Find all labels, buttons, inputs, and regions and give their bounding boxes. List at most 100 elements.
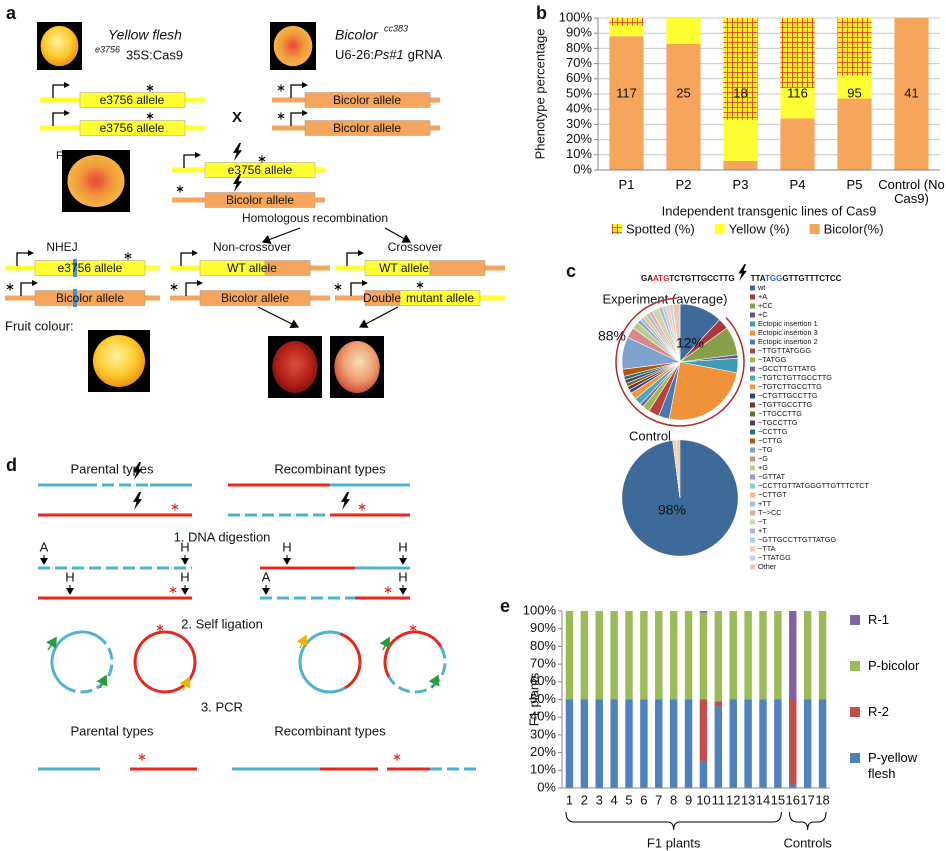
cut-site (133, 492, 142, 510)
x-axis-title: Independent transgenic lines of Cas9 (662, 203, 877, 218)
mutation-star (156, 624, 164, 632)
sequence-part: ATG (653, 274, 669, 283)
bar-segment (699, 761, 708, 788)
restriction-site: H (398, 539, 407, 554)
bar-segment (818, 611, 827, 700)
legend-swatch (750, 564, 755, 570)
legend-label: −CTGTTGCCTTG (758, 391, 818, 400)
construct-part: Ps#1 (374, 47, 404, 62)
legend-label: R-2 (868, 704, 889, 719)
count-label: 116 (787, 85, 808, 100)
y-tick-label: 100% (559, 9, 593, 24)
bar-segment (669, 611, 678, 700)
x-tick-label: 14 (756, 792, 770, 807)
legend-label: Ectopic insertion 3 (758, 328, 818, 337)
bar-segment (759, 699, 767, 788)
allele-box (204, 162, 316, 178)
bar-segment (818, 699, 827, 788)
construct-part: gRNA (408, 47, 443, 62)
ligated-circle (298, 630, 346, 694)
allele-box (34, 290, 146, 306)
pie-title: Control (629, 428, 671, 443)
y-tick-label: 40% (530, 709, 556, 724)
primer-arrow (296, 634, 308, 649)
promoter-arrow (52, 82, 70, 98)
legend-swatch (750, 555, 755, 561)
allele-box (429, 260, 486, 276)
legend-swatch (750, 330, 755, 336)
recombination-label: Homologous recombination (242, 211, 388, 225)
legend-label: −CTTG (758, 436, 782, 445)
legend-swatch (750, 546, 755, 552)
legend-label: −TTA (758, 544, 776, 553)
restriction-site: H (65, 569, 74, 584)
x-tick-label: 3 (596, 792, 603, 807)
mutation-star (138, 753, 146, 761)
legend-swatch (750, 366, 755, 372)
legend-swatch (750, 294, 755, 300)
legend-label: T−>CC (758, 508, 782, 517)
arrow (384, 227, 412, 243)
legend-label: −T (758, 517, 767, 526)
x-tick-label: 1 (566, 792, 573, 807)
y-tick-label: 70% (566, 55, 592, 70)
primer-arrow (428, 674, 440, 689)
bar-segment (625, 611, 633, 700)
y-tick-label: 20% (530, 744, 556, 759)
group-bracket (565, 811, 782, 831)
bar-segment (723, 18, 758, 120)
bar-segment (744, 611, 752, 700)
allele-label: e3756 allele (228, 163, 293, 177)
y-tick-label: 90% (566, 25, 592, 40)
promoter-arrow (52, 110, 70, 126)
legend-swatch (850, 707, 860, 717)
restriction-site: H (398, 569, 407, 584)
legend-swatch (750, 348, 755, 354)
legend-label: Spotted (%) (626, 221, 695, 236)
fruit (92, 334, 146, 388)
allele-label: Double (363, 291, 401, 305)
allele-label: Bicolor allele (56, 291, 124, 305)
y-axis-title: F1 plants (526, 672, 541, 726)
bar-segment (699, 612, 708, 700)
legend-swatch (750, 510, 755, 516)
bar-segment (684, 611, 693, 700)
bar-segment (565, 611, 574, 700)
step-label: 1. DNA digestion (174, 529, 271, 544)
count-label: 117 (616, 85, 637, 100)
x-tick-label: 17 (800, 792, 814, 807)
legend-swatch (809, 224, 820, 234)
y-tick-label: 40% (566, 101, 592, 116)
legend-swatch (850, 661, 860, 671)
y-tick-label: 30% (566, 116, 592, 131)
group-header: Recombinant types (274, 461, 386, 476)
allele-box (304, 120, 431, 136)
legend-label: Ectopic insertion 1 (758, 319, 818, 328)
legend-swatch (750, 429, 755, 435)
bar-segment (610, 699, 618, 788)
legend-swatch (750, 402, 755, 408)
bar-segment (610, 611, 618, 700)
pie-title: Experiment (average) (603, 291, 728, 306)
legend-swatch (850, 615, 860, 625)
count-label: 41 (904, 85, 918, 100)
bar-segment (789, 699, 797, 785)
promoter-arrow (180, 250, 198, 266)
outcome-label: NHEJ (46, 240, 77, 254)
legend-swatch (750, 357, 755, 363)
y-tick-label: 0% (573, 161, 592, 176)
legend-label: Yellow (%) (729, 221, 790, 236)
mutation-star (384, 586, 392, 594)
y-tick-label: 50% (566, 85, 592, 100)
promoter-arrow (16, 250, 34, 266)
mutation-star (258, 155, 266, 163)
bar-segment (803, 699, 812, 788)
y-tick-label: 80% (566, 40, 592, 55)
bar-segment (565, 699, 574, 788)
legend-swatch (750, 420, 755, 426)
allele-label: e3756 allele (100, 93, 165, 107)
x-tick-label: 12 (726, 792, 740, 807)
allele-label: Bicolor allele (226, 193, 294, 207)
cross-sign: X (232, 109, 242, 126)
